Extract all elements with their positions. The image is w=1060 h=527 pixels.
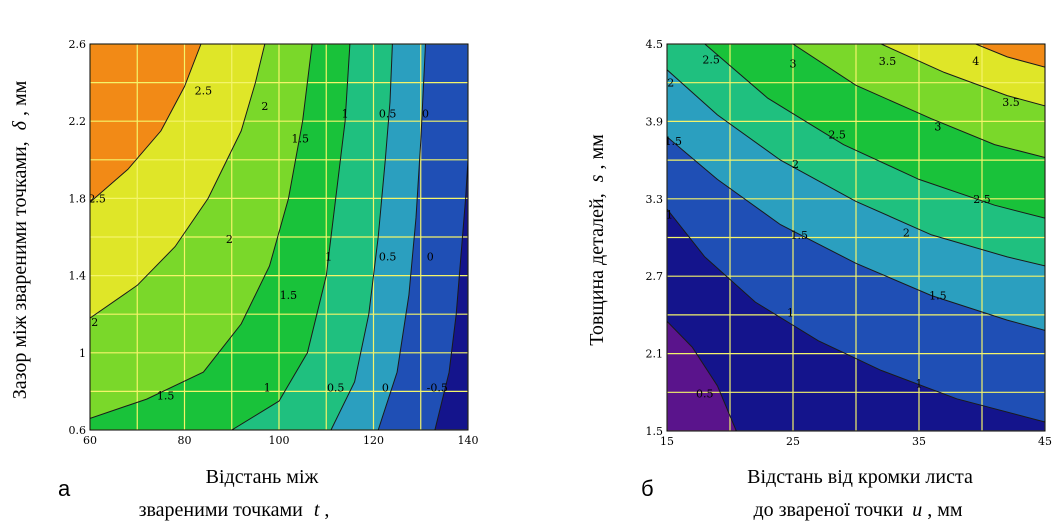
x-axis-label-b-line1: Відстань від кромки листа	[747, 466, 973, 488]
contour-label-b: 1.5	[929, 290, 947, 303]
contour-label-b: 1.5	[665, 135, 683, 148]
panel-label-a: а	[58, 476, 71, 501]
contour-label-a: 2.5	[88, 192, 106, 205]
contour-line-b-2.5	[704, 44, 1045, 219]
contour-label-b: 2.5	[828, 128, 846, 141]
contour-label-a: 0.5	[379, 250, 397, 263]
contour-label-b: 1	[666, 208, 673, 221]
contour-band-b-1	[667, 209, 1045, 431]
contour-line-a-1.5	[90, 44, 313, 419]
contour-chart-a: 2.5 2.5 2 2 2 1.5 1.5 1.5 1 1 1 0.5 0.5 0.5 0 0 0 -0.5 60 8…	[69, 38, 479, 447]
x-axis-label-a-line2: звареними точками t ,	[139, 499, 330, 521]
contour-label-b: 3	[934, 121, 941, 134]
contour-label-a: -0.5	[427, 382, 448, 395]
x-tick-label-a: 80	[178, 434, 192, 447]
plot-area-a: 2.5 2.5 2 2 2 1.5 1.5 1.5 1 1 1 0.5 0.5 0.5 0 0 0 -0.5	[88, 44, 468, 430]
contour-label-b: 1	[916, 377, 923, 390]
contour-line-a-0	[377, 44, 426, 430]
y-tick-label-b: 1.5	[646, 425, 664, 438]
contour-label-b: 2	[903, 226, 910, 239]
y-tick-label-b: 4.5	[646, 38, 664, 51]
y-tick-label-b: 2.1	[646, 348, 664, 361]
contour-line-a--0.5	[434, 159, 468, 430]
plot-area-b: 2.5 3 3.5 4 2 3.5 1.5 2.5 3 2 2.5 1 1.5 2 1.5 1 1 0.5	[665, 44, 1045, 431]
y-tick-label-a: 2.6	[69, 38, 87, 51]
contour-line-a-1	[231, 44, 351, 430]
contour-line-b-3.5	[880, 44, 1045, 107]
contour-label-b: 3	[790, 57, 797, 70]
y-tick-label-b: 3.3	[646, 193, 664, 206]
contour-label-b: 1	[787, 306, 794, 319]
contour-label-a: 1	[342, 107, 349, 120]
contour-label-a: 0	[422, 107, 429, 120]
x-tick-label-b: 15	[660, 435, 674, 448]
contour-label-a: 1	[264, 382, 271, 395]
x-tick-label-b: 35	[912, 435, 926, 448]
contour-band-a--0.5	[434, 44, 468, 430]
panel-label-b: б	[641, 476, 654, 501]
y-tick-label-a: 1	[79, 347, 86, 360]
contour-line-b-1	[667, 208, 1045, 423]
x-tick-label-a: 60	[83, 434, 97, 447]
contour-label-a: 1.5	[292, 133, 310, 146]
contour-label-a: 1.5	[157, 389, 175, 402]
contour-label-b: 3.5	[879, 55, 897, 68]
x-tick-label-a: 100	[269, 434, 290, 447]
contour-label-a: 2	[226, 233, 233, 246]
y-tick-label-a: 1.4	[69, 270, 87, 283]
contour-label-b: 2.5	[702, 53, 720, 66]
contour-chart-b: 2.5 3 3.5 4 2 3.5 1.5 2.5 3 2 2.5 1 1.5 2 1.5 1 1 0.5 15 25…	[646, 38, 1053, 448]
y-tick-label-a: 1.8	[69, 192, 87, 205]
contour-label-a: 2	[91, 316, 98, 329]
y-tick-label-b: 2.7	[646, 270, 664, 283]
contour-label-b: 2	[667, 77, 674, 90]
contour-label-a: 0.5	[327, 382, 345, 395]
contour-line-b-0.5	[667, 320, 737, 431]
y-tick-label-a: 2.2	[69, 115, 87, 128]
contour-label-a: 2.5	[195, 84, 213, 97]
contour-line-a-2.5	[90, 44, 202, 203]
x-axis-label-a-line1: Відстань між	[206, 466, 319, 488]
plot-frame-b	[666, 43, 1046, 432]
x-axis-label-b-line2: до звареної точки u , мм	[753, 499, 962, 521]
y-axis-label-b: Товщина деталей, s , мм	[586, 134, 608, 346]
y-tick-label-a: 0.6	[69, 424, 87, 437]
contour-label-a: 1	[325, 250, 332, 263]
contour-label-b: 1.5	[791, 229, 809, 242]
contour-label-b: 2	[792, 158, 799, 171]
contour-label-a: 0	[427, 250, 434, 263]
contour-band-b-0.5	[667, 321, 737, 431]
contour-line-b-4	[975, 44, 1045, 68]
contour-label-b: 2.5	[973, 193, 991, 206]
contour-label-b: 3.5	[1002, 96, 1020, 109]
contour-line-b-1.5	[667, 136, 1045, 331]
plot-frame-a	[89, 43, 469, 431]
y-tick-label-b: 3.9	[646, 115, 664, 128]
contour-label-b: 0.5	[696, 388, 714, 401]
contour-label-a: 2	[261, 100, 268, 113]
contour-label-a: 0	[382, 382, 389, 395]
contour-line-b-3	[792, 44, 1045, 158]
contour-label-a: 1.5	[280, 289, 298, 302]
contour-label-a: 0.5	[379, 107, 397, 120]
x-tick-label-a: 120	[363, 434, 384, 447]
x-tick-label-a: 140	[458, 434, 479, 447]
x-tick-label-b: 45	[1038, 435, 1052, 448]
contour-line-b-2	[667, 69, 1045, 267]
contour-line-a-0.5	[330, 44, 393, 430]
contour-line-a-2	[90, 44, 266, 319]
y-axis-label-a: Зазор між звареними точками, δ , мм	[9, 80, 31, 399]
x-tick-label-b: 25	[786, 435, 800, 448]
contour-label-b: 4	[972, 55, 979, 68]
